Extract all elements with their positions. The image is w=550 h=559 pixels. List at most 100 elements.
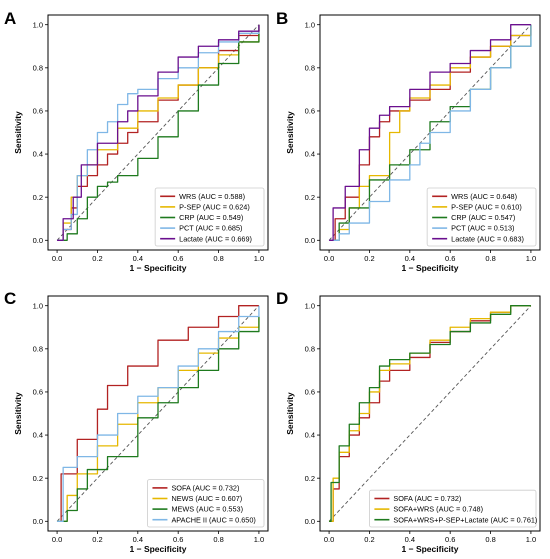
panel-c-y-axis-title: Sensitivity (13, 392, 23, 435)
panel-c-legend-box (147, 479, 265, 528)
panel-d-y-tick-label: 0.4 (305, 431, 315, 440)
panel-a-x-tick-label: 1.0 (254, 254, 264, 263)
panel-b-y-axis-title: Sensitivity (285, 111, 295, 154)
panel-c-legend-entry: SOFA (AUC = 0.732) (171, 484, 239, 493)
panel-d-x-tick-label: 0.8 (485, 535, 495, 544)
panel-a-series-line-4 (57, 24, 260, 241)
panel-a-x-tick-label: 0.8 (213, 254, 223, 263)
panel-a-y-tick-label: 1.0 (33, 20, 43, 29)
panel-b-y-tick-label: 0.4 (305, 150, 315, 159)
panel-d-x-tick-label: 0.2 (364, 535, 374, 544)
panel-d-x-tick-label: 0.6 (445, 535, 455, 544)
panel-c-diagonal-reference (56, 305, 260, 522)
panel-c-legend: SOFA (AUC = 0.732)NEWS (AUC = 0.607) MEWS… (147, 479, 265, 528)
panel-c-legend-entry: NEWS (AUC = 0.607) (171, 494, 242, 503)
panel-b-legend: WRS (AUC = 0.648) P-SEP (AUC = 0.610)CRP … (426, 187, 537, 247)
panel-d-y-tick-label: 0.2 (305, 474, 315, 483)
panel-a-legend: WRS (AUC = 0.588) P-SEP (AUC = 0.624)CRP … (154, 187, 265, 247)
panel-a-series-line-3 (57, 24, 260, 241)
panel-a-series-line-5 (57, 24, 260, 241)
panel-d-x-tick-label: 1.0 (526, 535, 536, 544)
panel-d-series-line-3 (329, 305, 531, 522)
panel-a-y-tick-label: 0.8 (33, 63, 43, 72)
panel-b-x-tick-label: 0.4 (405, 254, 415, 263)
panel-b-x-tick-label: 0.2 (364, 254, 374, 263)
panel-c-x-axis-title: 1 − Specificity (130, 544, 187, 554)
panel-d-x-tick-label: 0.0 (324, 535, 334, 544)
panel-c-series-line-3 (57, 316, 260, 522)
panel-c-y-tick-label: 0.4 (33, 431, 43, 440)
panel-b-y-tick-label: 1.0 (305, 20, 315, 29)
panel-d-y-tick-label: 1.0 (305, 301, 315, 310)
panel-a-x-tick-label: 0.0 (52, 254, 62, 263)
panel-a-x-tick-label: 0.4 (133, 254, 143, 263)
panel-a-axes-frame (47, 14, 269, 251)
panel-d: D 0.0 0.2 0.4 0.6 0.8 1.0 0.0 0.2 0.4 0.6 0.8 1.0 1 −… (276, 289, 541, 554)
panel-d-y-tick-label: 0.6 (305, 388, 315, 397)
panel-b-legend-box (426, 187, 537, 247)
panel-b-axes-frame (319, 14, 541, 251)
panel-c: C 0.0 0.2 0.4 0.6 0.8 1.0 0.0 0.2 0.4 0.6 0.8 1.0 1 −… (4, 289, 269, 554)
panel-d-series-line-1 (329, 305, 531, 522)
panel-c-letter: C (4, 289, 16, 308)
panel-b-legend-entry: P-SEP (AUC = 0.610) (451, 203, 522, 212)
panel-a-x-tick-label: 0.6 (173, 254, 183, 263)
panel-a-legend-entry: WRS (AUC = 0.588) (179, 192, 245, 201)
panel-c-x-tick-label: 1.0 (254, 535, 264, 544)
panel-a-legend-entry: P-SEP (AUC = 0.624) (179, 203, 250, 212)
panel-b-y-tick-label: 0.8 (305, 63, 315, 72)
panel-d-x-tick-label: 0.4 (405, 535, 415, 544)
panel-a-y-tick-label: 0.2 (33, 193, 43, 202)
panel-d-legend-entry: SOFA+WRS+P-SEP+Lactate (AUC = 0.761) (393, 515, 537, 524)
panel-d-axes-frame (319, 295, 541, 532)
panel-c-series-line-1 (57, 305, 259, 522)
panel-b-diagonal-reference (328, 24, 532, 241)
panel-b-letter: B (276, 9, 288, 28)
panel-d-letter: D (276, 289, 288, 308)
panel-c-x-tick-label: 0.2 (92, 535, 102, 544)
panel-c-x-tick-label: 0.6 (173, 535, 183, 544)
panel-a-legend-box (154, 187, 265, 247)
panel-a-letter: A (4, 9, 16, 28)
panel-a: A 0.0 0.2 0.4 0.6 0.8 1.0 0.0 0.2 0.4 0.6 0.8 1.0 1 −… (4, 9, 269, 273)
panel-d-diagonal-reference (328, 305, 532, 522)
panel-c-x-tick-label: 0.0 (52, 535, 62, 544)
panel-c-legend-entry: MEWS (AUC = 0.553) (171, 505, 243, 514)
panel-d-legend-box (368, 489, 537, 528)
panel-b-legend-entry: CRP (AUC = 0.547) (451, 213, 515, 222)
panel-a-y-axis-title: Sensitivity (13, 111, 23, 154)
panel-b-legend-entry: PCT (AUC = 0.513) (451, 224, 514, 233)
panel-c-y-tick-label: 0.8 (33, 344, 43, 353)
panel-b-x-tick-label: 0.8 (485, 254, 495, 263)
panel-b-legend-entry: WRS (AUC = 0.648) (451, 192, 517, 201)
panel-c-y-tick-label: 0.2 (33, 474, 43, 483)
panel-a-y-tick-label: 0.0 (33, 236, 43, 245)
panel-a-x-tick-label: 0.2 (92, 254, 102, 263)
panel-c-legend-entry: APACHE II (AUC = 0.650) (171, 515, 255, 524)
panel-b: B 0.0 0.2 0.4 0.6 0.8 1.0 0.0 0.2 0.4 0.6 0.8 1.0 1 −… (276, 9, 541, 273)
panel-c-y-tick-label: 0.6 (33, 388, 43, 397)
panel-b-y-tick-label: 0.6 (305, 107, 315, 116)
panel-d-y-tick-label: 0.0 (305, 517, 315, 526)
panel-a-diagonal-reference (56, 24, 260, 241)
panel-b-series-line-4 (329, 24, 532, 241)
panel-c-axes-frame (47, 295, 269, 532)
panel-a-legend-entry: Lactate (AUC = 0.669) (179, 234, 252, 243)
panel-a-legend-entry: PCT (AUC = 0.685) (179, 224, 242, 233)
panel-b-x-axis-title: 1 − Specificity (402, 263, 459, 273)
panel-c-x-tick-label: 0.8 (213, 535, 223, 544)
panel-b-series-line-5 (329, 24, 531, 241)
panel-c-y-tick-label: 0.0 (33, 517, 43, 526)
panel-d-y-axis-title: Sensitivity (285, 392, 295, 435)
panel-b-legend-entry: Lactate (AUC = 0.683) (451, 234, 524, 243)
panel-a-y-tick-label: 0.4 (33, 150, 43, 159)
panel-b-x-tick-label: 1.0 (526, 254, 536, 263)
panel-d-series-line-2 (329, 305, 531, 522)
panel-d-legend-entry: SOFA+WRS (AUC = 0.748) (393, 505, 483, 514)
panel-b-y-tick-label: 0.2 (305, 193, 315, 202)
panel-d-legend: SOFA (AUC = 0.732) SOFA+WRS (AUC = 0.748)… (368, 489, 537, 528)
panel-b-y-tick-label: 0.0 (305, 236, 315, 245)
panel-d-y-tick-label: 0.8 (305, 344, 315, 353)
